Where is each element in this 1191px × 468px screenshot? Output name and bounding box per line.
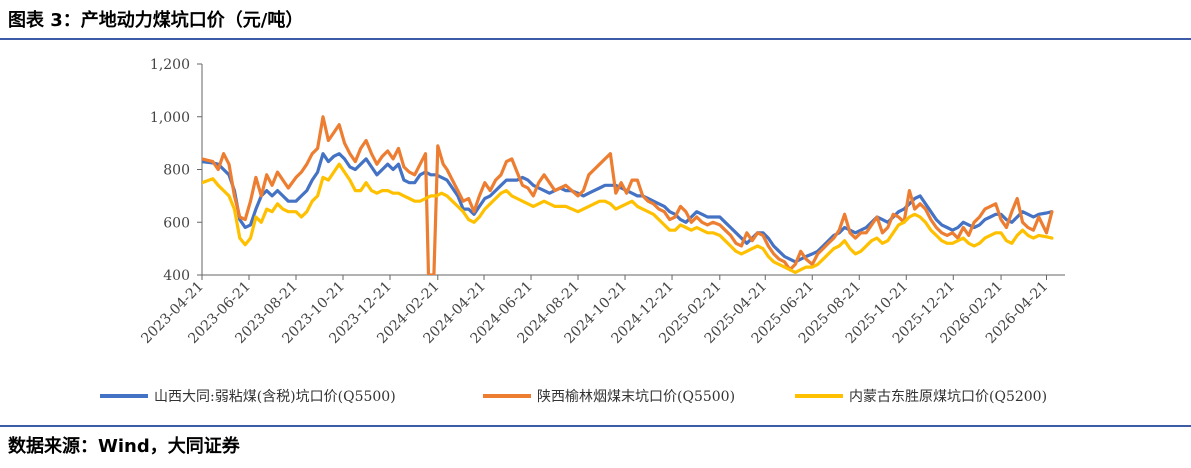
y-tick-label: 1,200 [150, 57, 190, 73]
legend-label: 山西大同:弱粘煤(含税)坑口价(Q5500) [154, 389, 396, 405]
bottom-divider [0, 425, 1191, 427]
line-chart: 400 600 800 1,000 1,200 2023-04-212023-06-21… [100, 57, 1065, 405]
y-axis: 400 600 800 1,000 1,200 [150, 57, 203, 284]
top-divider [0, 38, 1191, 40]
series-line-2 [202, 115, 1054, 275]
series-line-3 [202, 162, 1054, 274]
legend-label: 内蒙古东胜原煤坑口价(Q5200) [849, 389, 1047, 405]
y-tick-label: 800 [163, 163, 190, 179]
x-axis: 2023-04-212023-06-212023-08-212023-10-21… [138, 274, 1065, 347]
legend-label: 陕西榆林烟煤末坑口价(Q5500) [537, 389, 735, 405]
series-line-1 [202, 152, 1054, 264]
y-tick-label: 600 [163, 215, 190, 231]
y-tick-label: 400 [163, 268, 190, 284]
data-source-note: 数据来源：Wind，大同证券 [8, 436, 240, 457]
series-layer [202, 115, 1054, 275]
y-tick-label: 1,000 [150, 110, 190, 126]
chart-title: 图表 3：产地动力煤坑口价（元/吨） [8, 10, 304, 31]
legend: 山西大同:弱粘煤(含税)坑口价(Q5500) 陕西榆林烟煤末坑口价(Q5500) 内… [100, 389, 1047, 405]
